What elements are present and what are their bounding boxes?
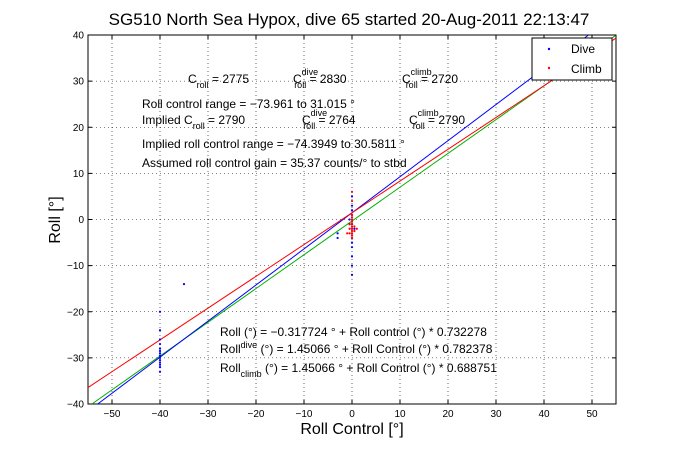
dive-point bbox=[350, 204, 354, 207]
climb-point bbox=[355, 227, 358, 230]
data-points bbox=[158, 190, 358, 373]
climb-point bbox=[350, 232, 354, 235]
legend-box bbox=[531, 37, 613, 81]
x-tick-label: −30 bbox=[200, 409, 217, 420]
x-tick-label: 30 bbox=[490, 409, 502, 420]
axis-ticks: −50 −40 −30 −20 −10 0 10 20 30 40 50 −40 −30 −20 −10 0 1… bbox=[67, 31, 616, 420]
annotations: Croll = 2775 Cdive roll = 2830 Cclimb roll… bbox=[142, 67, 497, 379]
dive-point bbox=[353, 227, 356, 230]
x-tick-label: 50 bbox=[586, 409, 598, 420]
dive-point bbox=[158, 370, 162, 373]
annotation-fit-equation-climb: Rollclimb (°) = 1.45066 ° + Roll Control… bbox=[220, 361, 497, 379]
fit-line-red bbox=[87, 37, 617, 388]
x-axis-label: Roll Control [°] bbox=[300, 421, 403, 438]
y-tick-label: 10 bbox=[73, 169, 85, 180]
legend-dive-label: Dive bbox=[571, 42, 595, 56]
dive-point bbox=[336, 236, 339, 240]
climb-point bbox=[350, 218, 354, 221]
legend: Dive Climb bbox=[531, 37, 613, 81]
dive-point bbox=[182, 282, 186, 286]
y-tick-label: −40 bbox=[67, 400, 84, 411]
y-axis-label: Roll [°] bbox=[47, 196, 64, 243]
dive-point bbox=[158, 354, 162, 357]
dive-point bbox=[348, 218, 351, 221]
fit-lines bbox=[87, 34, 617, 405]
dive-point bbox=[158, 338, 162, 341]
climb-point bbox=[350, 223, 354, 226]
climb-point bbox=[348, 223, 351, 226]
annotation-implied-c-roll: Implied Croll = 2790 bbox=[142, 113, 245, 131]
dive-point bbox=[158, 352, 162, 355]
dive-point bbox=[158, 359, 162, 362]
dive-point bbox=[350, 264, 354, 267]
dive-point bbox=[336, 232, 339, 235]
climb-point bbox=[350, 227, 354, 230]
dive-point bbox=[158, 366, 162, 369]
climb-point bbox=[350, 234, 354, 237]
x-tick-label: −50 bbox=[104, 409, 121, 420]
y-tick-label: −30 bbox=[67, 353, 84, 364]
climb-point bbox=[353, 225, 356, 228]
x-tick-label: −40 bbox=[152, 409, 169, 420]
dive-point bbox=[158, 349, 162, 353]
y-tick-label: −10 bbox=[67, 261, 84, 272]
dive-point bbox=[158, 342, 162, 346]
annotation-fit-equation: Roll (°) = −0.317724 ° + Roll control (°… bbox=[220, 325, 487, 339]
climb-point bbox=[348, 232, 351, 235]
x-tick-label: 10 bbox=[394, 409, 406, 420]
annotation-c-roll: Croll = 2775 bbox=[188, 72, 249, 90]
climb-point bbox=[350, 199, 354, 203]
climb-point bbox=[353, 229, 356, 233]
fit-line-blue bbox=[97, 34, 589, 405]
dive-point bbox=[350, 209, 354, 212]
x-tick-label: 0 bbox=[349, 409, 355, 420]
climb-point bbox=[350, 220, 354, 223]
annotation-implied-range: Implied roll control range = −74.3949 to… bbox=[142, 137, 405, 151]
annotation-implied-c-roll-dive: Cdive roll = 2764 bbox=[302, 108, 356, 131]
y-tick-label: −20 bbox=[67, 307, 84, 318]
dive-point bbox=[350, 241, 354, 244]
dive-point bbox=[350, 273, 354, 276]
dive-point bbox=[350, 195, 354, 198]
dive-point bbox=[350, 246, 354, 249]
dive-point bbox=[158, 329, 162, 332]
annotation-implied-c-roll-climb: Cclimb roll = 2790 bbox=[409, 108, 465, 131]
legend-climb-marker bbox=[547, 66, 551, 70]
climb-point bbox=[350, 190, 354, 193]
climb-point bbox=[346, 232, 349, 235]
dive-point bbox=[350, 255, 354, 258]
dive-point bbox=[158, 310, 162, 313]
y-tick-label: 20 bbox=[73, 123, 85, 134]
legend-climb-label: Climb bbox=[571, 62, 602, 76]
dive-point bbox=[158, 363, 162, 366]
climb-point bbox=[350, 229, 354, 233]
annotation-gain: Assumed roll control gain = 35.37 counts… bbox=[142, 156, 407, 170]
dive-point bbox=[158, 356, 162, 359]
y-tick-label: 30 bbox=[73, 77, 85, 88]
annotation-roll-control-range: Roll control range = −73.961 to 31.015 ° bbox=[142, 97, 355, 111]
chart-title: SG510 North Sea Hypox, dive 65 started 2… bbox=[109, 10, 590, 29]
x-tick-label: 20 bbox=[442, 409, 454, 420]
y-tick-label: 0 bbox=[78, 215, 84, 226]
climb-point bbox=[350, 216, 354, 219]
y-tick-label: 40 bbox=[73, 31, 85, 42]
x-tick-label: 40 bbox=[538, 409, 550, 420]
climb-point bbox=[350, 213, 354, 216]
annotation-c-roll-climb: Cclimb roll = 2720 bbox=[402, 67, 458, 90]
dive-point bbox=[158, 361, 162, 364]
annotation-fit-equation-dive: Rolldive (°) = 1.45066 ° + Roll Control … bbox=[220, 340, 493, 356]
legend-dive-marker bbox=[547, 47, 551, 51]
climb-point bbox=[350, 225, 354, 228]
climb-point bbox=[350, 236, 354, 240]
dive-point bbox=[158, 347, 162, 350]
x-tick-label: −20 bbox=[248, 409, 265, 420]
annotation-c-roll-dive: Cdive roll = 2830 bbox=[293, 67, 347, 90]
climb-point bbox=[348, 227, 351, 230]
x-tick-label: −10 bbox=[296, 409, 313, 420]
